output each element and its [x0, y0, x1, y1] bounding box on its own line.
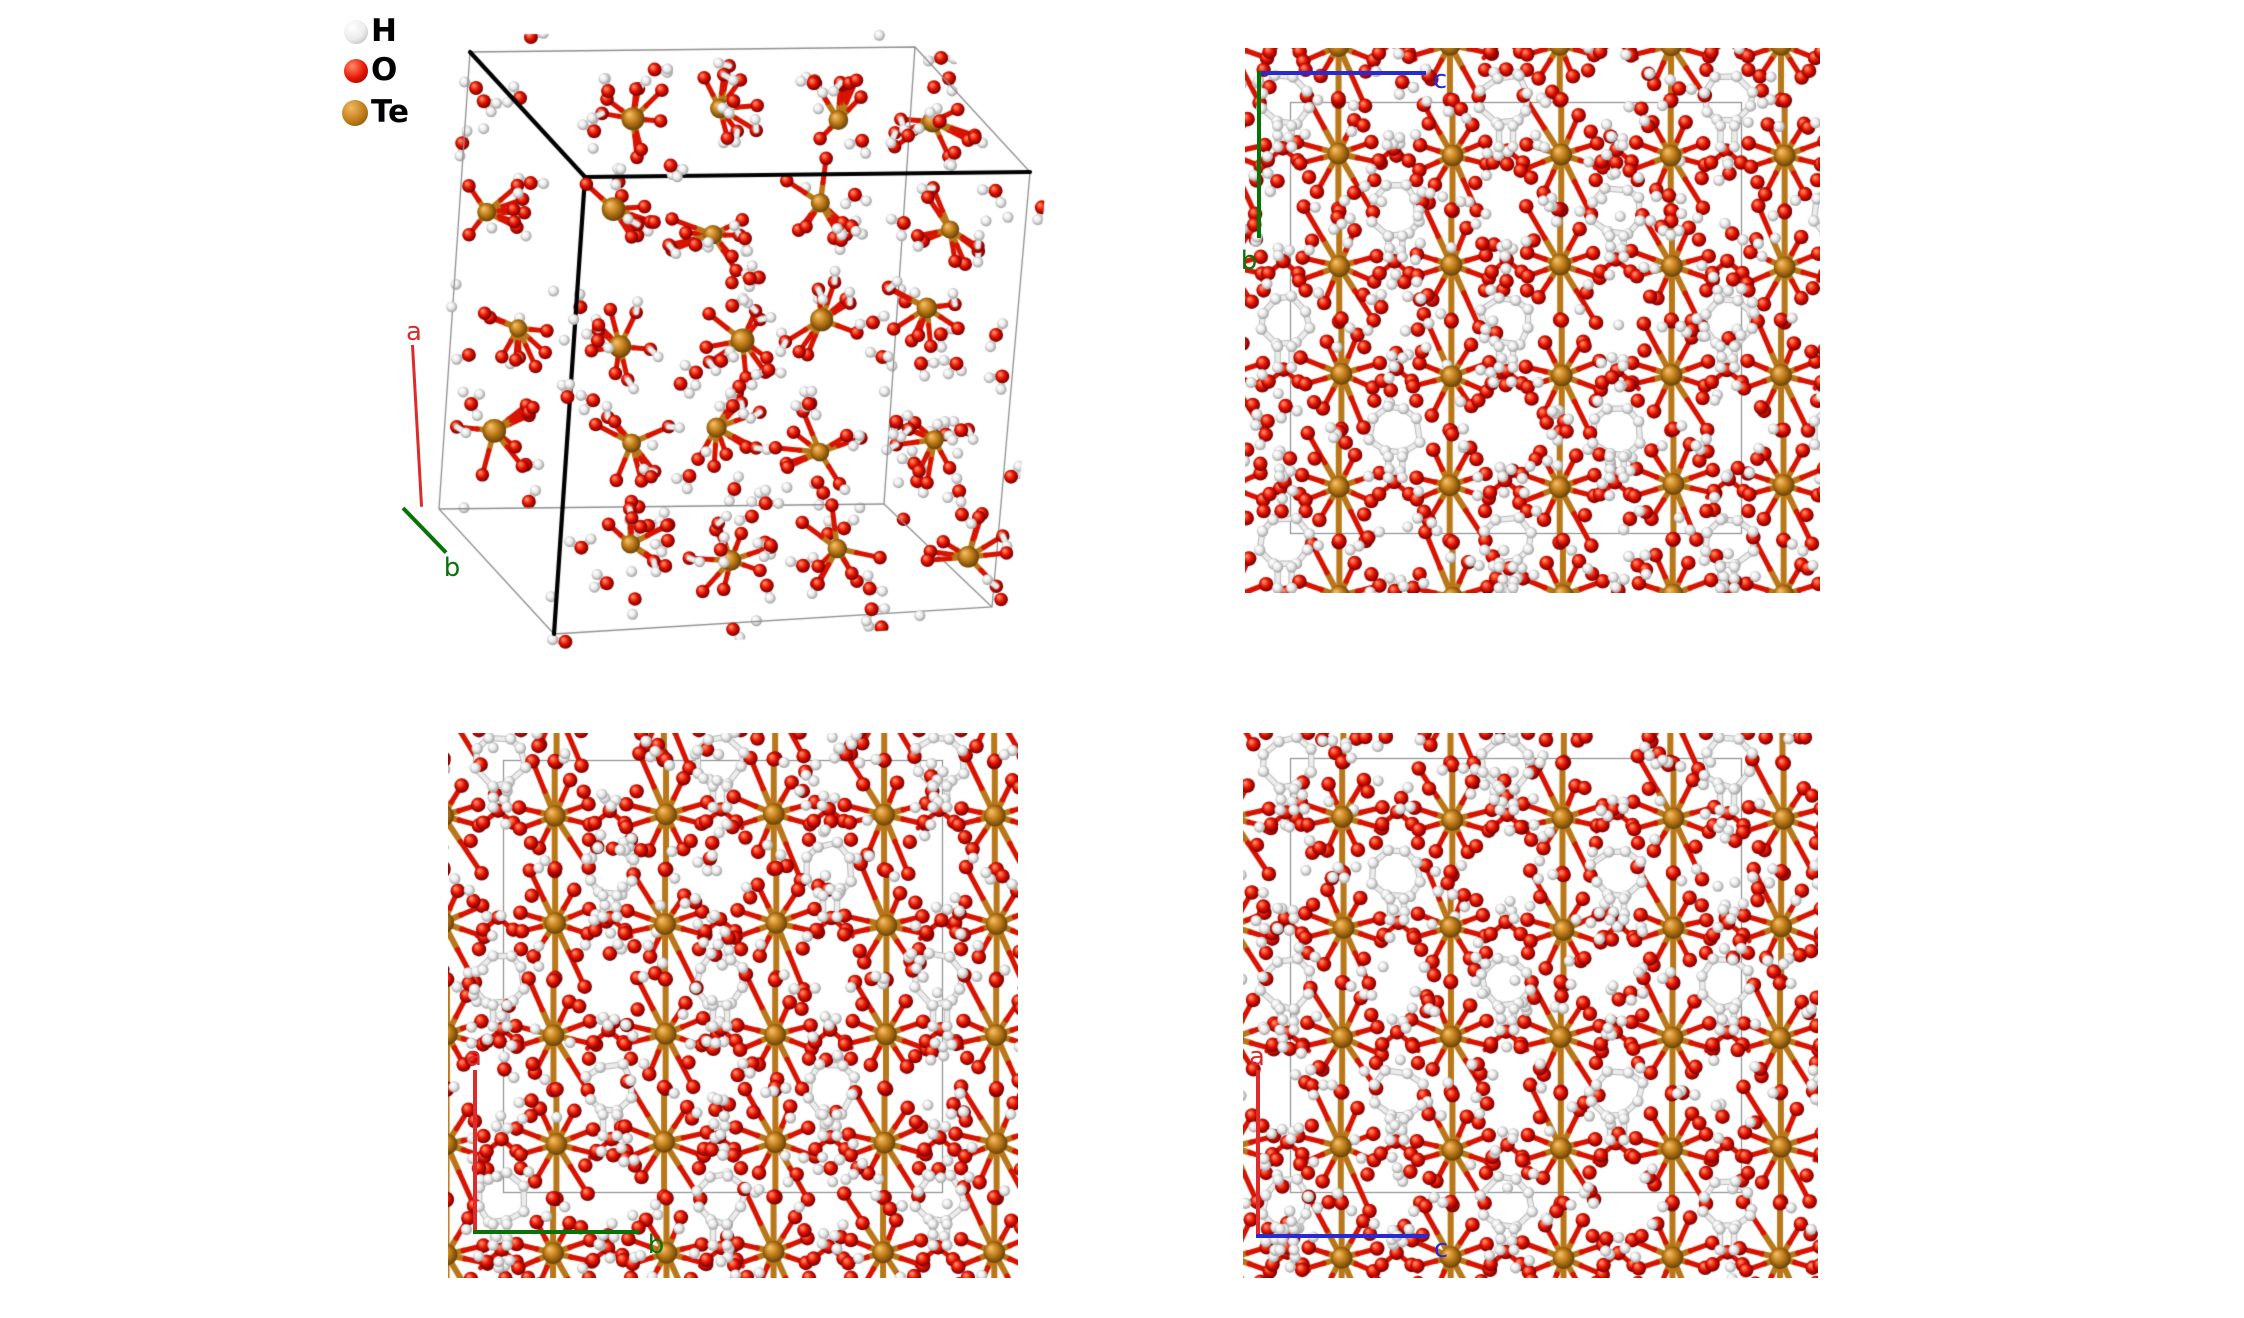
- bc-projection-canvas: [1245, 48, 1820, 593]
- c-axis-line: [1258, 71, 1426, 75]
- ac-projection-canvas: [1243, 733, 1818, 1278]
- a-axis-line: [473, 1070, 477, 1234]
- c-axis-label: c: [1433, 1234, 1449, 1264]
- ab-projection-canvas: [448, 733, 1018, 1278]
- b-axis-label: b: [443, 553, 461, 583]
- legend-row-hydrogen: H: [344, 16, 397, 47]
- c-axis-label: c: [1432, 65, 1448, 95]
- b-axis-line: [1257, 71, 1261, 238]
- b-axis-label: b: [1240, 246, 1258, 276]
- b-axis-label: b: [647, 1230, 665, 1260]
- a-axis-label: a: [466, 1042, 482, 1072]
- a-axis-label: a: [406, 317, 422, 347]
- a-axis-label: a: [1249, 1042, 1265, 1072]
- c-axis-line: [1256, 1234, 1428, 1238]
- legend-label-hydrogen: H: [371, 13, 397, 49]
- oxygen-sphere-icon: [344, 58, 368, 83]
- legend-row-tellurium: Te: [342, 97, 409, 128]
- legend-label-oxygen: O: [371, 52, 398, 88]
- legend-row-oxygen: O: [344, 55, 397, 86]
- tellurium-sphere-icon: [342, 99, 368, 126]
- perspective-structure-canvas: [405, 20, 1065, 670]
- a-axis-line: [1256, 1070, 1260, 1238]
- hydrogen-sphere-icon: [344, 19, 368, 44]
- legend-label-tellurium: Te: [371, 94, 410, 130]
- b-axis-line: [473, 1230, 639, 1234]
